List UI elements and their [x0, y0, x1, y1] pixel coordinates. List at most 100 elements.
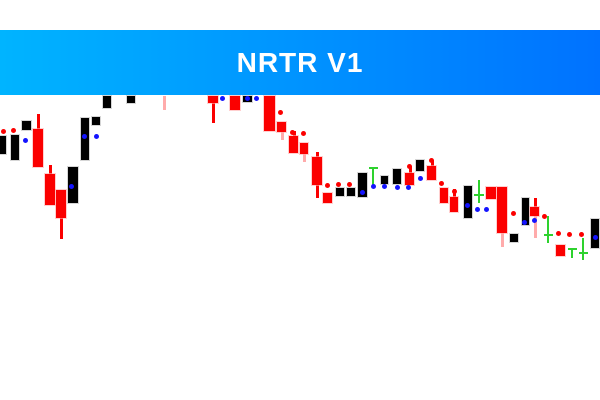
green-signal-marker-bar: [369, 167, 378, 169]
blue-signal-dot: [521, 219, 527, 225]
bull-candle-body: [521, 197, 530, 226]
bear-candle-body: [229, 95, 241, 111]
bear-candle-body: [55, 189, 67, 219]
bear-candle-body: [496, 186, 508, 234]
red-signal-dot: [438, 180, 444, 186]
blue-signal-dot: [464, 202, 470, 208]
blue-signal-dot: [68, 183, 74, 189]
bull-candle-body: [392, 168, 402, 185]
red-signal-dot: [300, 130, 306, 136]
bull-candle-body: [380, 175, 389, 185]
green-signal-marker-stem: [547, 216, 549, 243]
red-signal-dot: [10, 127, 16, 133]
bull-candle-body: [415, 159, 425, 172]
bear-candle-body: [299, 142, 309, 155]
blue-signal-dot: [219, 95, 225, 101]
red-signal-dot: [335, 181, 341, 187]
bear-candle-body: [207, 95, 219, 104]
bear-candle-body: [263, 95, 276, 132]
bear-candle-body: [322, 192, 333, 204]
blue-signal-dot: [359, 189, 365, 195]
bull-candle-body: [80, 117, 90, 161]
bull-candle-body: [590, 218, 600, 249]
bull-candle-body: [357, 172, 368, 198]
red-signal-dot: [346, 181, 352, 187]
red-signal-dot: [451, 188, 457, 194]
candle-wick: [37, 114, 40, 129]
blue-signal-dot: [474, 206, 480, 212]
bull-candle-body: [102, 95, 112, 109]
bull-candle-body: [21, 120, 32, 131]
candle-wick: [533, 198, 537, 207]
bear-candle-body: [44, 173, 56, 206]
bear-candle-body: [449, 196, 459, 213]
red-signal-dot: [578, 231, 584, 237]
bull-candle-body: [463, 185, 473, 219]
red-signal-dot: [510, 210, 516, 216]
bear-candle-body: [404, 172, 415, 186]
red-signal-dot: [277, 109, 283, 115]
bear-candle-body: [426, 165, 437, 181]
candle-wick: [408, 166, 412, 173]
blue-signal-dot: [531, 217, 537, 223]
blue-signal-dot: [253, 95, 259, 101]
candle-wick: [430, 160, 434, 166]
blue-signal-dot: [93, 133, 99, 139]
blue-signal-dot: [81, 133, 87, 139]
green-signal-marker-stem: [478, 180, 480, 203]
red-signal-dot: [324, 182, 330, 188]
bear-candle-body: [276, 121, 287, 133]
red-signal-dot: [406, 163, 412, 169]
bull-candle-body: [10, 134, 20, 161]
candle-wick: [501, 233, 504, 247]
red-signal-dot: [0, 128, 6, 134]
candle-wick: [60, 218, 63, 239]
blue-signal-dot: [417, 175, 423, 181]
blue-signal-dot: [592, 234, 598, 240]
blue-signal-dot: [381, 183, 387, 189]
candle-wick: [49, 165, 52, 174]
green-signal-marker-stem: [582, 238, 584, 260]
bear-candle-body: [485, 186, 497, 200]
blue-signal-dot: [394, 184, 400, 190]
blue-signal-dot: [483, 206, 489, 212]
red-signal-dot: [428, 157, 434, 163]
bear-candle-body: [439, 187, 449, 204]
bear-candle-body: [311, 156, 323, 186]
bear-candle-body: [288, 135, 299, 154]
green-signal-marker-bar: [568, 248, 577, 250]
candle-wick: [303, 154, 306, 162]
candle-wick: [316, 185, 319, 198]
blue-signal-dot: [370, 183, 376, 189]
green-signal-marker-bar: [544, 234, 553, 236]
bear-candle-body: [32, 128, 44, 168]
candle-wick: [316, 152, 319, 157]
blue-signal-dot: [405, 184, 411, 190]
bull-candle-body: [346, 187, 356, 197]
green-signal-marker-bar: [474, 194, 484, 196]
red-signal-dot: [289, 129, 295, 135]
red-signal-dot: [566, 231, 572, 237]
bull-candle-body: [509, 233, 519, 243]
banner: NRTR V1: [0, 30, 600, 95]
green-signal-marker-bar: [579, 252, 588, 254]
blue-signal-dot: [244, 95, 250, 101]
green-signal-marker-stem: [372, 167, 374, 187]
blue-signal-dot: [22, 137, 28, 143]
red-signal-dot: [541, 213, 547, 219]
green-signal-marker-stem: [571, 248, 573, 258]
candle-wick: [533, 216, 537, 238]
candle-wick: [212, 103, 215, 123]
bear-candle-body: [555, 244, 566, 257]
candle-wick: [280, 132, 284, 140]
candle-wick: [163, 96, 166, 110]
bull-candle-body: [335, 187, 345, 197]
bear-candle-body: [529, 206, 540, 217]
banner-title: NRTR V1: [236, 46, 364, 78]
red-signal-dot: [555, 230, 561, 236]
bull-candle-body: [0, 135, 7, 155]
bull-candle-body: [126, 95, 136, 104]
bull-candle-body: [91, 116, 101, 126]
